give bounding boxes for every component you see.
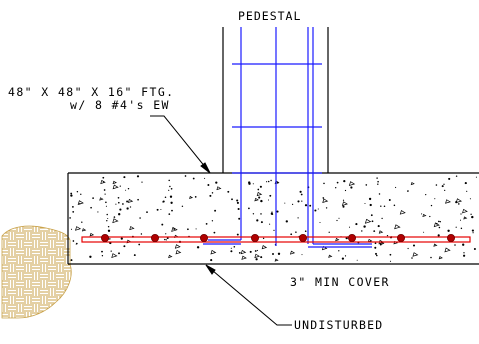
footing-rebar-label: w/ 8 #4's EW <box>70 98 170 112</box>
concrete-stipple <box>69 175 477 262</box>
undisturbed-label: UNDISTURBED <box>294 318 383 332</box>
footing-leader <box>150 115 211 174</box>
rebar-dot <box>396 233 405 242</box>
rebar-dots <box>101 233 455 242</box>
rebar-dot <box>150 233 159 242</box>
pedestal-label: PEDESTAL <box>238 9 301 23</box>
soil-leader <box>205 264 292 326</box>
rebar-dot <box>199 233 208 242</box>
pedestal-rebar <box>203 27 372 248</box>
pedestal <box>222 27 329 173</box>
rebar-dot <box>250 233 259 242</box>
rebar-dot <box>298 233 307 242</box>
rebar-dot <box>347 233 356 242</box>
rebar-dot <box>446 233 455 242</box>
cover-label: 3" MIN COVER <box>290 275 390 289</box>
footing-size-label: 48" X 48" X 16" FTG. <box>8 85 174 99</box>
footing-outline <box>67 172 479 265</box>
undisturbed-soil-hatch <box>1 225 72 319</box>
rebar-dot <box>101 233 110 242</box>
bottom-rebar <box>81 236 471 243</box>
